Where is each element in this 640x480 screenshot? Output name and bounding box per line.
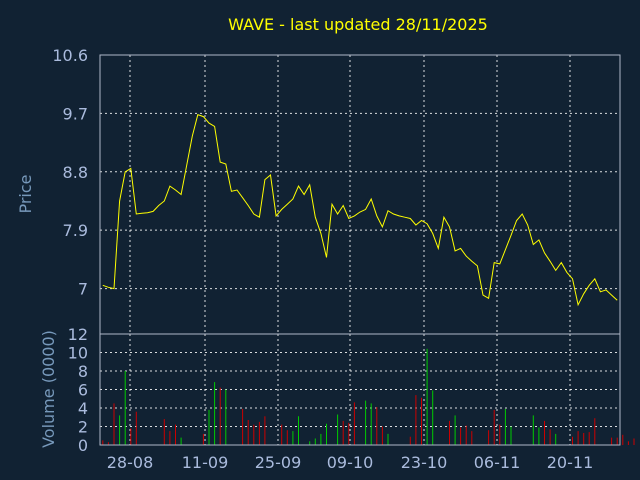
x-tick-label: 09-10 bbox=[327, 453, 374, 472]
price-line bbox=[102, 114, 618, 307]
volume-y-tick: 4 bbox=[78, 399, 88, 418]
volume-y-tick: 6 bbox=[78, 381, 88, 400]
x-tick-label: 11-09 bbox=[182, 453, 229, 472]
x-tick-label: 06-11 bbox=[474, 453, 521, 472]
volume-bars bbox=[102, 348, 635, 445]
volume-axis-label: Volume (0000) bbox=[39, 330, 58, 448]
x-tick-label: 23-10 bbox=[401, 453, 448, 472]
price-axis-label: Price bbox=[16, 174, 35, 213]
x-tick-label: 28-08 bbox=[107, 453, 154, 472]
x-tick-label: 25-09 bbox=[255, 453, 302, 472]
volume-y-tick: 12 bbox=[68, 325, 88, 344]
x-tick-label: 20-11 bbox=[547, 453, 594, 472]
x-axis-ticks: 28-08 11-09 25-09 09-10 23-10 06-11 20-11 bbox=[107, 453, 594, 472]
chart-title: WAVE - last updated 28/11/2025 bbox=[228, 15, 488, 34]
volume-y-tick: 0 bbox=[78, 436, 88, 455]
price-y-ticks: 7 7.9 8.8 9.7 10.6 bbox=[52, 46, 88, 299]
price-y-tick: 9.7 bbox=[63, 104, 88, 123]
volume-y-tick: 2 bbox=[78, 418, 88, 437]
price-panel: 7 7.9 8.8 9.7 10.6 Price bbox=[16, 46, 621, 335]
volume-frame bbox=[99, 333, 621, 446]
price-grid bbox=[100, 55, 620, 334]
price-y-tick: 7 bbox=[78, 280, 88, 299]
volume-y-tick: 10 bbox=[68, 344, 88, 363]
volume-grid bbox=[100, 334, 620, 445]
price-y-tick: 10.6 bbox=[52, 46, 88, 65]
price-y-tick: 8.8 bbox=[63, 163, 88, 182]
price-y-tick: 7.9 bbox=[63, 221, 88, 240]
volume-y-tick: 8 bbox=[78, 362, 88, 381]
